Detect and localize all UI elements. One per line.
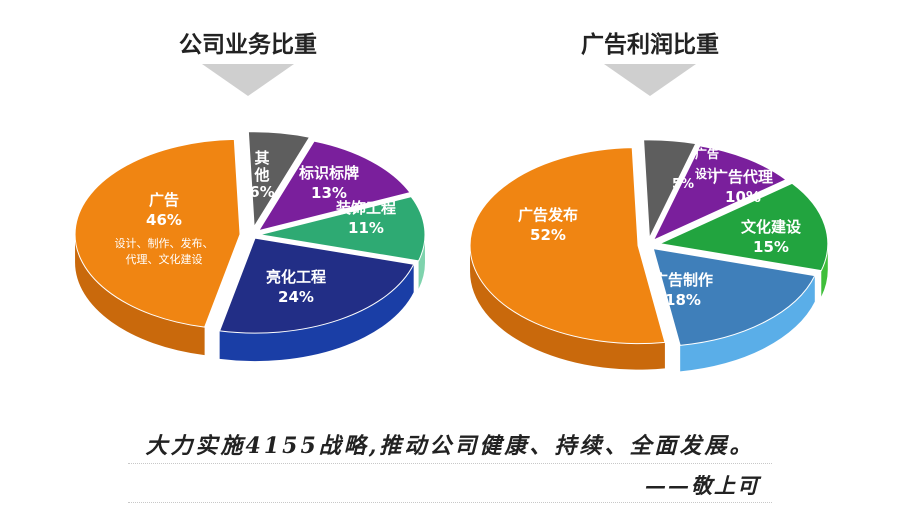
pie-slice-1 xyxy=(643,139,697,240)
slice-label: 广告发布 52% xyxy=(518,206,578,244)
slice-label: 其他6% xyxy=(249,149,274,201)
slice-label-text: 装饰工程 xyxy=(335,199,396,217)
slice-label: 亮化工程 24% xyxy=(266,268,326,306)
pie-slice-2 xyxy=(652,145,787,242)
slice-label-text: 24% xyxy=(278,288,314,306)
slice-label-text: 10% xyxy=(725,188,761,206)
slice-label-text: 亮化工程 xyxy=(266,268,326,286)
slice-label-text: 设计 xyxy=(695,166,719,181)
slice-note: 设计、制作、发布、 xyxy=(115,236,214,250)
slice-label-text: 其 xyxy=(254,149,269,167)
pie-slice-4 xyxy=(652,247,816,346)
slice-label-text: 15% xyxy=(753,238,789,256)
down-arrow-icon xyxy=(604,64,696,96)
slice-label-text: 他 xyxy=(253,166,269,184)
slice-label: 装饰工程 11% xyxy=(335,199,396,237)
down-arrow-icon xyxy=(202,64,294,96)
slice-label-text: 11% xyxy=(348,219,384,237)
slice-label-text: 广告发布 xyxy=(518,206,578,224)
slice-label-text: 46% xyxy=(146,211,182,229)
divider-bottom xyxy=(128,502,772,503)
pie-slice-3 xyxy=(259,196,426,262)
slice-label: 广告 46% 设计、制作、发布、代理、文化建设 xyxy=(115,191,214,266)
pie-slice-side xyxy=(680,275,815,372)
chart-title: 广告利润比重 xyxy=(581,31,719,58)
slice-label-text: 广告代理 xyxy=(713,168,773,186)
slice-percent: 5% xyxy=(672,177,694,192)
slogan: 大力实施4155战略,推动公司健康、持续、全面发展。 xyxy=(145,433,755,459)
slice-note: 代理、文化建设 xyxy=(126,252,203,266)
slice-label-text: 13% xyxy=(311,184,347,202)
pie-slice-side xyxy=(219,264,414,362)
pie-slice-side xyxy=(470,245,665,370)
slice-label-text: 18% xyxy=(665,291,701,309)
chart-title: 公司业务比重 xyxy=(179,32,317,58)
slice-label-text: 52% xyxy=(530,226,566,244)
pie-slice-5 xyxy=(469,147,666,345)
slice-label: 文化建设 15% xyxy=(741,218,801,256)
signature: ——敬上可 xyxy=(645,473,760,498)
slice-label: 广告制作 18% xyxy=(653,271,713,309)
pie-slice-2 xyxy=(257,140,411,232)
divider-top xyxy=(128,463,772,464)
pie-slice-1 xyxy=(247,131,311,229)
slice-label: 广告代理 10% xyxy=(713,168,773,206)
slice-label-text: 广告 xyxy=(149,191,179,209)
pie-slice-3 xyxy=(658,182,829,272)
pie-slice-4 xyxy=(218,237,415,334)
slice-label-text: 标识标牌 xyxy=(298,164,359,182)
pie-slice-side xyxy=(821,243,828,297)
slice-label-text: 文化建设 xyxy=(741,218,801,236)
slice-label: 标识标牌 13% xyxy=(298,164,359,202)
pie-slice-side xyxy=(75,234,205,356)
slice-label-text: 广告制作 xyxy=(653,271,713,289)
slice-label-text: 6% xyxy=(249,183,274,201)
pie-slice-5 xyxy=(74,138,241,328)
slice-label-text: 广告 xyxy=(695,146,719,161)
